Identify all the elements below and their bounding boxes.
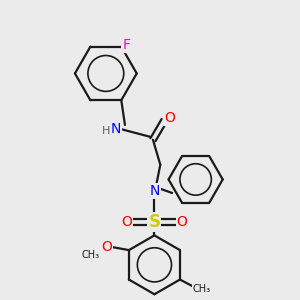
- Text: S: S: [148, 213, 160, 231]
- Text: O: O: [164, 111, 175, 124]
- Text: N: N: [149, 184, 160, 198]
- Text: CH₃: CH₃: [192, 284, 210, 294]
- Text: H: H: [102, 126, 110, 136]
- Text: F: F: [123, 38, 130, 52]
- Text: CH₃: CH₃: [81, 250, 99, 260]
- Text: O: O: [101, 240, 112, 254]
- Text: O: O: [177, 215, 188, 229]
- Text: O: O: [121, 215, 132, 229]
- Text: N: N: [110, 122, 121, 136]
